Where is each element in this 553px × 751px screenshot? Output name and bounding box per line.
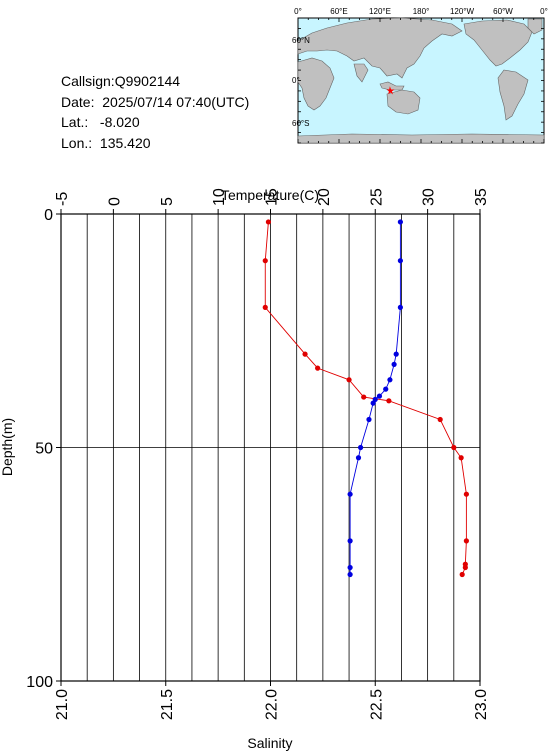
callsign-text: Callsign:Q9902144 [61, 73, 181, 89]
greenland [527, 18, 543, 35]
salinity-point [397, 219, 403, 225]
temperature-tick-label: 5 [159, 197, 176, 206]
salinity-tick-label: 21.0 [54, 689, 71, 720]
temperature-point [462, 564, 468, 571]
salinity-point [355, 455, 362, 461]
salinity-point [347, 564, 353, 571]
temperature-point [346, 377, 352, 383]
south-america [497, 69, 529, 121]
north-america [463, 19, 533, 67]
salinity-tick-label: 22.0 [264, 689, 281, 720]
map-longitude-label: 120°E [369, 7, 391, 16]
salinity-point [387, 377, 393, 383]
map-longitude-labels: 0° 60°E 120°E 180° 120°W 60°W 0° [294, 7, 548, 16]
world-map: 0° 60°E 120°E 180° 120°W 60°W 0° 60°N 0° 60°S [292, 6, 549, 149]
map-longitude-label: 0° [540, 7, 548, 16]
india [353, 63, 369, 83]
map-latitude-label: 0° [292, 76, 300, 85]
salinity-point [376, 393, 383, 399]
depth-tick-label: 100 [26, 674, 53, 691]
data-series [262, 219, 469, 578]
indonesia [379, 81, 405, 91]
lon-text: Lon.: 135.420 [61, 134, 151, 151]
world-map-svg: 0° 60°E 120°E 180° 120°W 60°W 0° 60°N 0° 60°S [292, 6, 549, 149]
salinity-ticks: 21.0 21.5 22.0 22.5 23.0 [54, 681, 490, 720]
temperature-tick-label: 35 [473, 188, 490, 206]
depth-ticks: 0 50 100 [26, 207, 61, 691]
depth-tick-label: 0 [44, 207, 53, 224]
eurasia [297, 17, 463, 79]
temperature-point [302, 351, 308, 357]
salinity-point [347, 571, 353, 578]
salinity-point [366, 416, 372, 423]
salinity-tick-label: 22.5 [368, 689, 385, 720]
australia [386, 89, 421, 115]
map-longitude-label: 0° [294, 7, 302, 16]
salinity-point [347, 538, 353, 544]
map-latitude-label: 60°S [292, 119, 309, 128]
temperature-point [463, 491, 469, 497]
salinity-point [383, 386, 389, 392]
temperature-point [463, 538, 469, 544]
temperature-point [262, 304, 268, 310]
temperature-point [437, 416, 443, 423]
temperature-tick-label: 20 [316, 188, 333, 206]
temperature-point [386, 398, 392, 404]
continents [297, 17, 545, 144]
depth-axis-label: Depth(m) [0, 418, 15, 476]
temperature-tick-label: 25 [368, 188, 385, 206]
temperature-tick-label: 10 [211, 188, 228, 206]
map-longitude-label: 60°W [493, 7, 513, 16]
salinity-point [397, 258, 403, 264]
map-longitude-label: 60°E [330, 7, 347, 16]
map-longitude-label: 180° [413, 7, 430, 16]
salinity-point [397, 304, 403, 310]
temperature-point [451, 444, 457, 451]
lat-text: Lat.: -8.020 [61, 114, 140, 130]
temperature-profile-line [264, 221, 467, 575]
temperature-point [361, 394, 367, 400]
salinity-tick-label: 21.5 [159, 689, 176, 720]
date-text: Date: 2025/07/14 07:40(UTC) [61, 93, 250, 110]
temperature-point [262, 258, 268, 264]
temperature-ticks: -5 0 5 10 15 20 25 30 35 [54, 188, 490, 214]
salinity-point [370, 400, 376, 406]
map-longitude-label: 120°W [450, 7, 475, 16]
salinity-tick-label: 23.0 [473, 689, 490, 720]
salinity-point [393, 351, 399, 357]
temperature-tick-label: 30 [421, 188, 438, 206]
salinity-axis-label: Salinity [247, 735, 292, 751]
temperature-tick-label: -5 [54, 192, 71, 206]
map-latitude-labels: 60°N 0° 60°S [292, 36, 310, 128]
africa [297, 57, 335, 111]
temperature-tick-label: 15 [264, 188, 281, 206]
float-position-marker [386, 86, 395, 95]
temperature-point [458, 455, 464, 461]
float-info: Callsign:Q9902144 Date: 2025/07/14 07:40… [61, 71, 249, 153]
salinity-point [391, 361, 397, 367]
temperature-axis-label: Temperature(C) [221, 187, 319, 203]
map-latitude-label: 60°N [292, 36, 310, 45]
temperature-tick-label: 0 [106, 197, 123, 206]
temperature-point [265, 219, 272, 225]
salinity-point [357, 444, 364, 451]
salinity-point [347, 491, 353, 497]
temperature-point [315, 365, 321, 371]
map-ticks [297, 17, 545, 144]
depth-tick-label: 50 [35, 441, 53, 458]
temperature-point [459, 571, 465, 578]
